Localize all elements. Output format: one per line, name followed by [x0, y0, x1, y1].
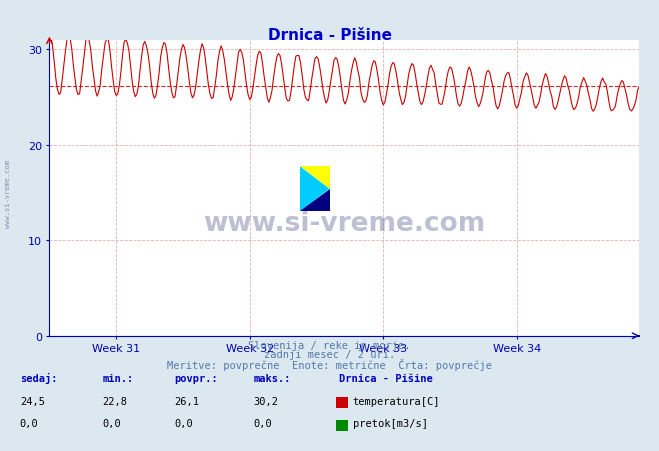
Text: povpr.:: povpr.:: [175, 373, 218, 383]
Text: Drnica - Pišine: Drnica - Pišine: [339, 373, 433, 383]
Text: 0,0: 0,0: [175, 418, 193, 428]
Text: 26,1: 26,1: [175, 396, 200, 405]
Text: temperatura[C]: temperatura[C]: [353, 396, 440, 405]
Text: pretok[m3/s]: pretok[m3/s]: [353, 418, 428, 428]
Text: 22,8: 22,8: [102, 396, 127, 405]
Text: zadnji mesec / 2 uri.: zadnji mesec / 2 uri.: [264, 349, 395, 359]
Text: maks.:: maks.:: [254, 373, 291, 383]
Polygon shape: [300, 189, 330, 212]
Text: Drnica - Pišine: Drnica - Pišine: [268, 28, 391, 43]
Polygon shape: [300, 167, 330, 189]
Text: 30,2: 30,2: [254, 396, 279, 405]
Text: 0,0: 0,0: [20, 418, 38, 428]
Text: www.si-vreme.com: www.si-vreme.com: [5, 160, 11, 228]
Text: Meritve: povprečne  Enote: metrične  Črta: povprečje: Meritve: povprečne Enote: metrične Črta:…: [167, 358, 492, 370]
Text: sedaj:: sedaj:: [20, 372, 57, 383]
Polygon shape: [300, 167, 330, 212]
Text: 0,0: 0,0: [102, 418, 121, 428]
Text: www.si-vreme.com: www.si-vreme.com: [203, 211, 486, 237]
Text: 24,5: 24,5: [20, 396, 45, 405]
Text: 0,0: 0,0: [254, 418, 272, 428]
Text: min.:: min.:: [102, 373, 133, 383]
Text: Slovenija / reke in morje.: Slovenija / reke in morje.: [248, 340, 411, 350]
